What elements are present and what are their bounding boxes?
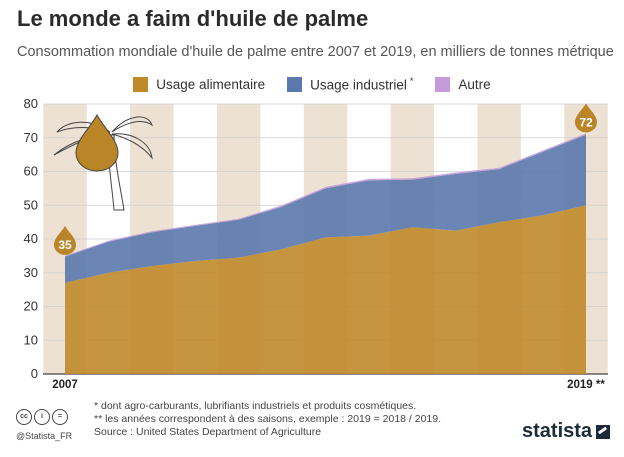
- footer: cc i = @Statista_FR * dont agro-carburan…: [0, 395, 624, 457]
- oil-drop-icon: [54, 225, 76, 255]
- social-handle: @Statista_FR: [16, 431, 73, 441]
- y-tick-label: 20: [24, 299, 38, 314]
- x-tick-label: 2019 **: [567, 379, 605, 391]
- y-tick-label: 0: [31, 366, 38, 381]
- cc-icon: cc: [16, 409, 32, 425]
- legend-item-industriel: Usage industriel *: [287, 76, 413, 93]
- statista-logo[interactable]: statista: [522, 420, 611, 443]
- legend-swatch-autre: [435, 76, 451, 92]
- legend-swatch-industriel: [287, 76, 303, 92]
- footnote-2: ** les années correspondent à des saison…: [94, 413, 442, 425]
- area-usage-industriel: [65, 134, 586, 283]
- palm-tree-illustration: [53, 113, 154, 211]
- chart-title: Le monde a faim d'huile de palme: [17, 6, 369, 31]
- stacked-areas: [65, 133, 586, 374]
- y-tick-label: 30: [24, 265, 38, 280]
- annotation-drop: 72: [575, 103, 597, 133]
- legend-note-marker: *: [409, 76, 414, 86]
- annotation-label: 35: [58, 238, 72, 252]
- legend: Usage alimentaire Usage industriel * Autr…: [0, 76, 624, 93]
- annotation-label: 72: [579, 115, 593, 129]
- palm-frond-right: [111, 116, 154, 133]
- source-note: Source : United States Department of Agr…: [94, 426, 322, 438]
- x-tick-label: 2007: [52, 379, 78, 391]
- y-axis-ticks: 0 10 20 30 40 50 60 70 80: [24, 96, 38, 381]
- annotation-drop: 35: [54, 225, 76, 255]
- chart-subtitle: Consommation mondiale d'huile de palme e…: [17, 44, 614, 60]
- attribution-icon: i: [34, 409, 50, 425]
- oil-drop-icon: [75, 113, 119, 172]
- area-chart: 0 10 20 30 40 50 60 70 80 2007 2019 ** 35 72: [24, 96, 608, 391]
- legend-label-industriel: Usage industriel *: [310, 76, 414, 93]
- y-tick-label: 70: [24, 130, 38, 145]
- area-usage-alimentaire: [65, 205, 586, 374]
- palm-frond-right-low: [111, 133, 153, 160]
- statista-mark-icon: [596, 424, 611, 439]
- brand-name: statista: [522, 420, 593, 442]
- footnotes: * dont agro-carburants, lubrifiants indu…: [94, 400, 441, 439]
- y-tick-label: 50: [24, 197, 38, 212]
- x-axis-ticks: 2007 2019 **: [52, 379, 605, 391]
- license-icons: cc i =: [16, 409, 68, 425]
- y-tick-label: 10: [24, 332, 38, 347]
- y-tick-label: 40: [24, 231, 38, 246]
- legend-item-autre: Autre: [435, 76, 491, 93]
- legend-label-autre: Autre: [458, 76, 491, 92]
- no-derivatives-icon: =: [52, 409, 68, 425]
- legend-label-alimentaire: Usage alimentaire: [156, 76, 266, 92]
- footnote-1: * dont agro-carburants, lubrifiants indu…: [94, 400, 417, 412]
- value-annotations: 35 72: [54, 103, 597, 255]
- area-autre: [65, 133, 586, 257]
- legend-item-alimentaire: Usage alimentaire: [133, 76, 265, 93]
- y-tick-label: 80: [24, 96, 38, 111]
- oil-drop-icon: [575, 103, 597, 133]
- y-tick-label: 60: [24, 164, 38, 179]
- legend-swatch-alimentaire: [133, 76, 149, 92]
